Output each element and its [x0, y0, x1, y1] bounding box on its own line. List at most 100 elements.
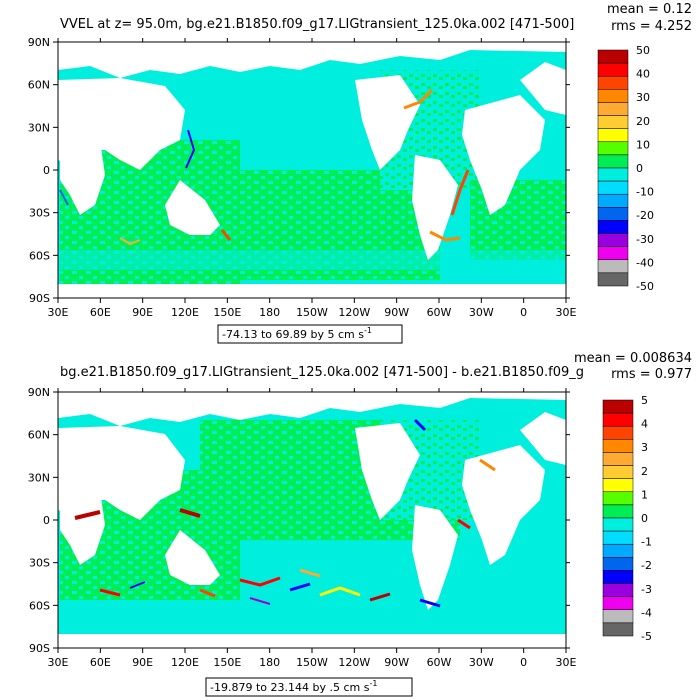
y-tick-label: 0 [43, 164, 50, 177]
colorbar-label: 5 [641, 394, 648, 407]
x-tick-label: 120E [171, 306, 199, 319]
colorbar-swatch [597, 62, 629, 77]
panel-1-map [57, 41, 567, 299]
colorbar-swatch [597, 154, 629, 169]
colorbar-swatch [597, 128, 629, 143]
y-tick-label: 90S [29, 642, 50, 655]
colorbar-label: 1 [641, 488, 648, 501]
panel-2: bg.e21.B1850.f09_g17.LIGtransient_125.0k… [28, 351, 692, 697]
x-tick-label: 150W [296, 656, 328, 669]
y-tick-label: 90N [28, 36, 50, 49]
y-tick-label: 60N [28, 79, 50, 92]
panel-2-y-axis: 90N 60N 30N 0 30S 60S 90S [28, 386, 570, 655]
colorbar-swatch [602, 622, 634, 637]
y-tick-label: 30S [29, 557, 50, 570]
x-tick-label: 30E [556, 306, 577, 319]
colorbar-swatch [597, 233, 629, 247]
panel-1-southern-ocean [58, 250, 566, 270]
colorbar-label: 0 [641, 512, 648, 525]
colorbar-swatch [597, 259, 629, 274]
panel-1-range-label: -74.13 to 69.89 by 5 cm s-1 [222, 326, 372, 341]
colorbar-swatch [597, 207, 629, 221]
colorbar-label: 40 [636, 68, 650, 81]
colorbar-swatch [597, 246, 629, 261]
panel-1-rms: rms = 4.252 [611, 19, 692, 34]
colorbar-label: -40 [636, 256, 654, 269]
panel-2-range-box: -19.879 to 23.144 by .5 cm s-1 [205, 677, 413, 697]
x-tick-label: 30E [48, 306, 69, 319]
colorbar-swatch [602, 478, 634, 493]
colorbar-swatch [602, 596, 634, 611]
panel-2-range-label: -19.879 to 23.144 by .5 cm s-1 [210, 679, 377, 694]
colorbar-label: -1 [641, 536, 652, 549]
colorbar-label: -30 [636, 233, 654, 246]
x-tick-label: 0 [520, 306, 527, 319]
y-tick-label: 90S [29, 292, 50, 305]
x-tick-label: 60W [427, 306, 452, 319]
x-tick-label: 90W [384, 656, 409, 669]
colorbar-label: 50 [636, 44, 650, 57]
x-tick-label: 90E [132, 656, 153, 669]
panel-1-range-box: -74.13 to 69.89 by 5 cm s-1 [217, 324, 403, 344]
panel-1-boundary-currents [59, 88, 470, 246]
panel-2-rms: rms = 0.977 [611, 367, 692, 382]
x-tick-label: 120E [171, 656, 199, 669]
y-tick-label: 30N [28, 121, 50, 134]
panel-2-land [58, 392, 566, 648]
x-tick-label: 30W [469, 656, 494, 669]
x-tick-label: 60E [90, 656, 111, 669]
y-tick-label: 60S [29, 249, 50, 262]
colorbar-swatch [602, 452, 634, 466]
x-tick-label: 180 [259, 306, 280, 319]
x-tick-label: 60W [427, 656, 452, 669]
panel-1-y-axis: 90N 60N 30N 0 30S 60S 90S [28, 36, 570, 305]
y-tick-label: 60N [28, 429, 50, 442]
colorbar-label: 4 [641, 418, 648, 431]
colorbar-swatch [602, 543, 634, 558]
colorbar-swatch [602, 530, 634, 545]
x-tick-label: 150W [296, 306, 328, 319]
colorbar-swatch [597, 220, 629, 234]
x-tick-label: 180 [259, 656, 280, 669]
colorbar-label: -4 [641, 606, 652, 619]
x-tick-label: 150E [213, 306, 241, 319]
colorbar-swatch [597, 193, 629, 208]
colorbar-swatch [597, 49, 629, 64]
colorbar-swatch [597, 167, 629, 182]
panel-2-title: bg.e21.B1850.f09_g17.LIGtransient_125.0k… [60, 365, 584, 380]
colorbar-label: 10 [636, 138, 650, 151]
colorbar-label: 30 [636, 91, 650, 104]
colorbar-label: 0 [636, 162, 643, 175]
colorbar-swatch [602, 583, 634, 597]
panel-1-mean: mean = 0.12 [607, 2, 692, 17]
panel-1-x-axis: 30E 60E 90E 120E 150E 180 150W 120W 90W 60W 30W 0 30… [48, 38, 577, 319]
colorbar-swatch [602, 609, 634, 624]
colorbar-swatch [597, 115, 629, 129]
y-tick-label: 30N [28, 471, 50, 484]
x-tick-label: 30E [48, 656, 69, 669]
colorbar-swatch [602, 439, 634, 453]
colorbar-label: 20 [636, 115, 650, 128]
colorbar-swatch [597, 141, 629, 156]
x-tick-label: 90W [384, 306, 409, 319]
panel-2-map [57, 391, 567, 649]
panel-1: VVEL at z= 95.0m, bg.e21.B1850.f09_g17.L… [28, 2, 692, 344]
y-tick-label: 30S [29, 207, 50, 220]
colorbar-label: -50 [636, 280, 654, 293]
colorbar-swatch [602, 570, 634, 584]
x-tick-label: 120W [338, 306, 370, 319]
panel-2-x-axis: 30E 60E 90E 120E 150E 180 150W 120W 90W 60W 30W 0 30… [48, 388, 577, 669]
colorbar-swatch [602, 517, 634, 532]
colorbar-swatch [597, 75, 629, 90]
panel-2-colorbar: 5 4 3 2 1 0 -1 -2 -3 -4 -5 [602, 394, 652, 643]
x-tick-label: 30W [469, 306, 494, 319]
x-tick-label: 120W [338, 656, 370, 669]
panel-2-mean: mean = 0.008634 [574, 351, 692, 366]
colorbar-swatch [597, 102, 629, 116]
colorbar-label: 3 [641, 441, 648, 454]
colorbar-swatch [597, 180, 629, 195]
colorbar-label: -2 [641, 559, 652, 572]
colorbar-label: -10 [636, 186, 654, 199]
colorbar-swatch [602, 504, 634, 519]
